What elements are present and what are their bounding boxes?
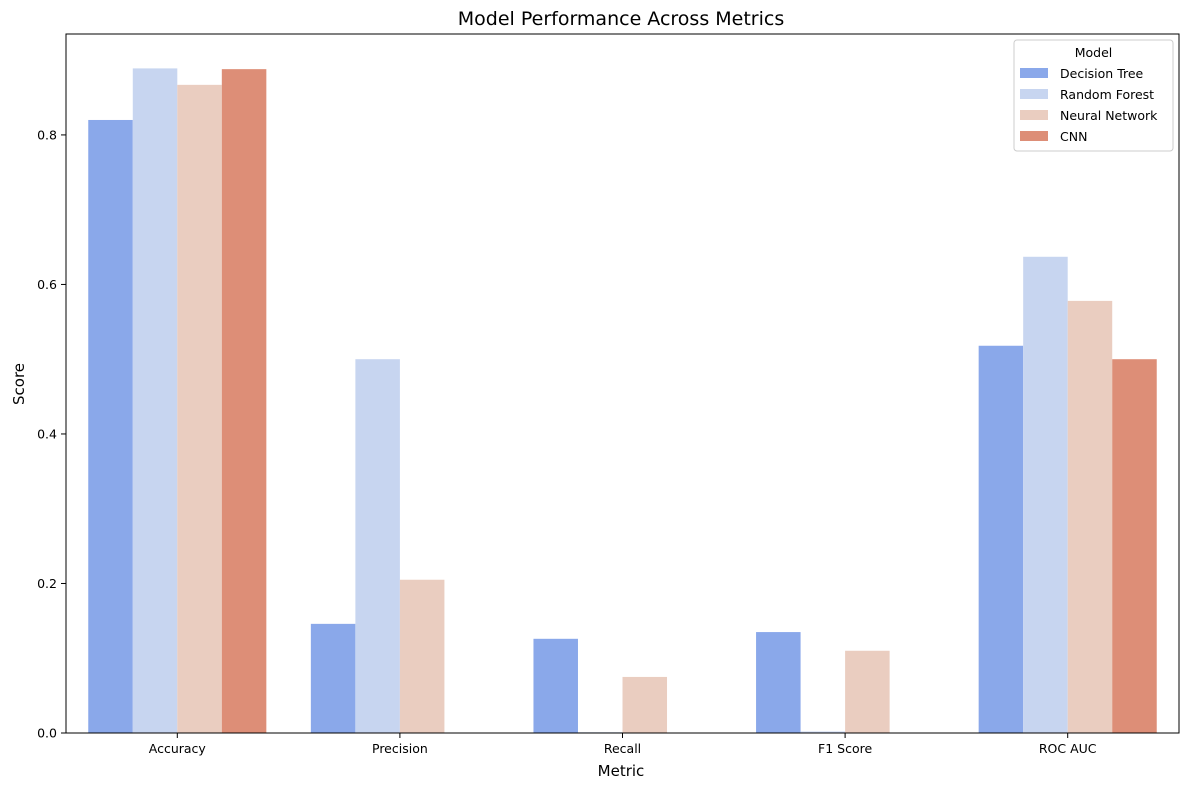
y-tick-label: 0.4 [37, 426, 57, 441]
y-tick-label: 0.2 [37, 576, 57, 591]
y-tick-label: 0.0 [37, 726, 57, 741]
bar-neural-network-roc-auc [1067, 300, 1113, 733]
legend: Model Decision Tree Random Forest Neural Ne… [1013, 39, 1174, 152]
bar-neural-network-accuracy [177, 84, 222, 734]
x-ticks-group: Accuracy Precision Recall F1 Score ROC AUC [149, 733, 1097, 756]
y-ticks-group: 0.0 0.2 0.4 0.6 0.8 [37, 127, 66, 741]
bar-decision-tree-recall [533, 638, 578, 733]
bar-cnn-accuracy [221, 69, 267, 733]
bar-decision-tree-accuracy [88, 119, 133, 734]
bar-decision-tree-f1-score [756, 632, 801, 733]
x-tick-label: Accuracy [149, 741, 207, 756]
legend-box [1013, 39, 1174, 152]
legend-swatch [1020, 110, 1048, 120]
legend-swatch [1020, 89, 1048, 99]
bar-cnn-roc-auc [1112, 359, 1157, 733]
legend-title: Model [1075, 45, 1113, 60]
legend-entry: Decision Tree [1060, 66, 1144, 81]
chart-title: Model Performance Across Metrics [458, 8, 784, 30]
legend-swatch [1020, 68, 1048, 78]
x-axis-label: Metric [598, 762, 645, 780]
bar-neural-network-recall [622, 676, 668, 733]
x-tick-label: ROC AUC [1039, 741, 1097, 756]
bars-group [88, 68, 1157, 734]
x-tick-label: Precision [372, 741, 428, 756]
bar-random-forest-precision [355, 359, 400, 733]
bar-random-forest-roc-auc [1023, 256, 1068, 733]
x-tick-label: F1 Score [818, 741, 872, 756]
bar-neural-network-precision [399, 579, 445, 733]
bar-random-forest-f1-score [800, 731, 846, 733]
bar-random-forest-accuracy [132, 68, 178, 733]
x-tick-label: Recall [604, 741, 641, 756]
legend-entry: Random Forest [1060, 87, 1154, 102]
y-axis-label: Score [10, 363, 28, 405]
legend-entry: CNN [1060, 129, 1087, 144]
legend-swatch [1020, 131, 1048, 141]
bar-neural-network-f1-score [845, 650, 890, 733]
bar-decision-tree-roc-auc [978, 345, 1024, 733]
y-tick-label: 0.8 [37, 127, 57, 142]
legend-entry: Neural Network [1060, 108, 1158, 123]
bar-decision-tree-precision [310, 623, 356, 733]
y-tick-label: 0.6 [37, 277, 57, 292]
